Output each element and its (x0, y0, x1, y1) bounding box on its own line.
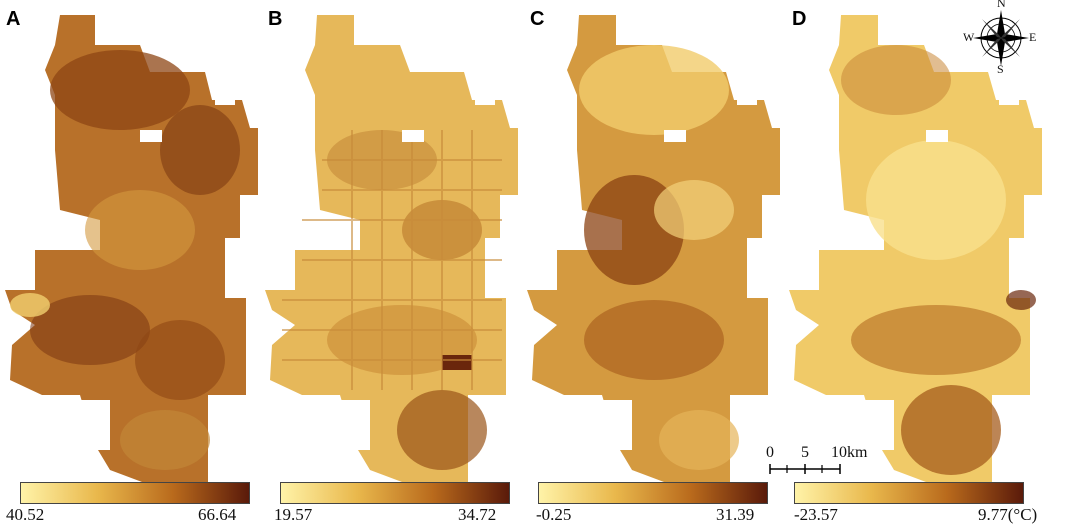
colorbar-d (794, 482, 1024, 504)
scale-bar: 0 5 10km (760, 444, 880, 484)
panel-d: D -23.57 9.77(°C) (786, 0, 1065, 529)
scale-tick-0: 0 (766, 444, 774, 461)
panel-letter-a: A (6, 8, 21, 30)
colorbar-a-min: 40.52 (6, 505, 45, 524)
map-b (265, 15, 518, 485)
compass-rose-graphic (973, 10, 1029, 66)
panel-letter-b: B (268, 8, 283, 30)
colorbar-d-min: -23.57 (794, 505, 838, 524)
map-d (789, 15, 1042, 485)
map-c (527, 15, 780, 485)
colorbar-b-max: 34.72 (458, 505, 497, 524)
colorbar-c (538, 482, 768, 504)
colorbar-a-max: 66.64 (198, 505, 237, 524)
colorbar-b-min: 19.57 (274, 505, 313, 524)
panel-c: C -0.25 31.39 (524, 0, 786, 529)
scale-bar-line (769, 464, 841, 474)
map-a (5, 15, 258, 485)
colorbar-c-min: -0.25 (536, 505, 572, 524)
panel-letter-d: D (792, 8, 807, 30)
colorbar-a (20, 482, 250, 504)
panel-letter-c: C (530, 8, 545, 30)
colorbar-c-max: 31.39 (716, 505, 755, 524)
colorbar-b (280, 482, 510, 504)
panel-b: B 19.57 34.72 (262, 0, 524, 529)
compass-e: E (1029, 30, 1037, 44)
scale-tick-5: 5 (801, 444, 809, 461)
compass-w: W (963, 30, 975, 44)
compass-s: S (997, 62, 1004, 76)
compass-n: N (997, 0, 1006, 10)
compass-rose-icon: N S W E (962, 0, 1040, 76)
colorbar-d-max: 9.77(°C) (978, 505, 1038, 524)
scale-tick-10: 10km (831, 444, 868, 461)
panel-a: A 40.52 66.64 (0, 0, 262, 529)
